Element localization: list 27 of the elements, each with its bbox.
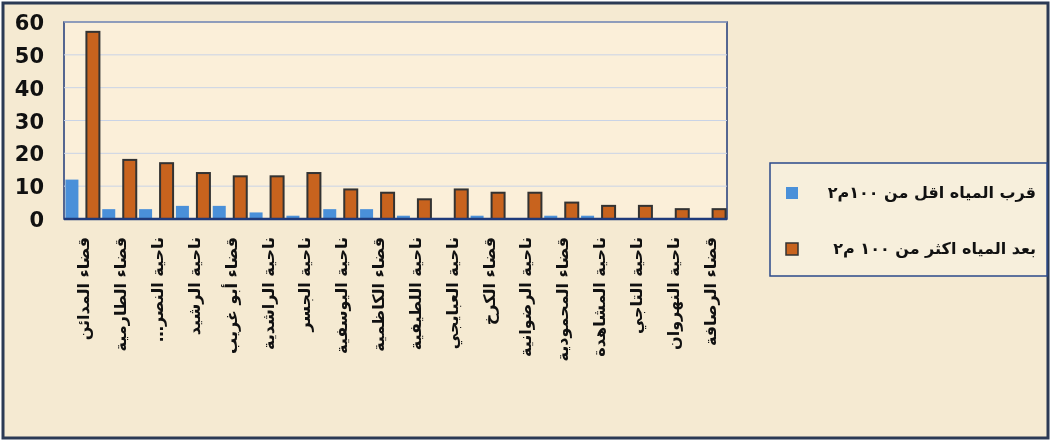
x-tick-label: ناحية النصر… (148, 237, 168, 343)
x-tick-label: ناحية الراشدية (258, 237, 278, 350)
legend-label: قرب المياه اقل من ١٠٠م٢ (827, 183, 1036, 202)
x-tick-label: ناحية الجسر (295, 237, 315, 333)
y-tick-label: 20 (14, 142, 44, 167)
y-tick-label: 0 (29, 208, 44, 232)
x-tick-label: قضاء الرصافة (700, 237, 720, 347)
y-tick-label: 10 (14, 175, 44, 200)
x-tick-label: ناحية اللطيفية (405, 237, 425, 351)
x-tick-label: ناحية اليوسفية (332, 237, 352, 354)
x-tick-label: قضاء المدائن (74, 237, 94, 341)
x-tick-label: ناحية النهروان (663, 237, 683, 350)
x-tick-label: ناحية المشاهدة (590, 237, 610, 357)
x-tick-label: قضاء الكرخ (479, 237, 499, 326)
y-tick-label: 60 (14, 11, 44, 35)
y-tick-label: 30 (14, 109, 44, 134)
legend-label: بعد المياه اكثر من ١٠٠ م٢ (833, 239, 1036, 258)
x-tick-label: ناحية التاجي (626, 237, 647, 335)
y-tick-label: 50 (14, 43, 44, 68)
x-tick-label: قضاء أبو غريب (220, 237, 241, 354)
x-tick-label: قضاء الطارمية (111, 237, 131, 352)
y-tick-label: 40 (14, 76, 44, 101)
x-tick-label: ناحية العبايجي (442, 237, 463, 350)
x-tick-label: قضاء الكاظمية (369, 237, 389, 352)
x-tick-label: قضاء المحمودية (553, 237, 573, 362)
x-tick-label: ناحية الرضوانية (516, 237, 536, 358)
x-tick-label: ناحية الرشيد (184, 237, 204, 336)
